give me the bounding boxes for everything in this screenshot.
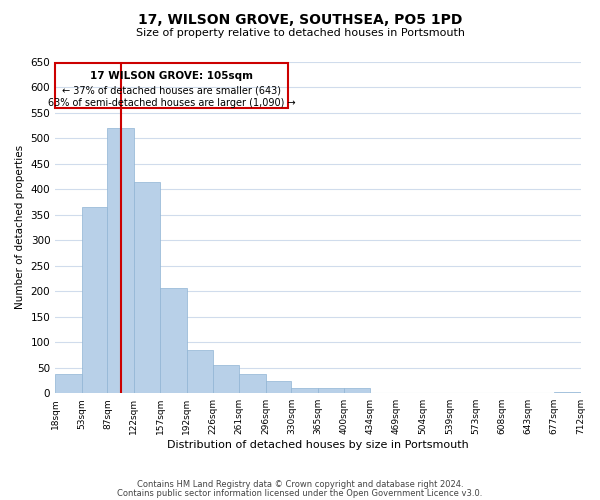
Bar [107,128,134,393]
Bar [344,388,370,393]
Bar [55,374,82,393]
Text: Size of property relative to detached houses in Portsmouth: Size of property relative to detached ho… [136,28,464,38]
Bar [292,388,318,393]
Text: 17, WILSON GROVE, SOUTHSEA, PO5 1PD: 17, WILSON GROVE, SOUTHSEA, PO5 1PD [138,12,462,26]
Text: Contains public sector information licensed under the Open Government Licence v3: Contains public sector information licen… [118,489,482,498]
Bar [160,288,187,393]
Bar [266,381,292,393]
Bar [239,374,266,393]
Text: Contains HM Land Registry data © Crown copyright and database right 2024.: Contains HM Land Registry data © Crown c… [137,480,463,489]
Bar [554,392,581,393]
Text: ← 37% of detached houses are smaller (643): ← 37% of detached houses are smaller (64… [62,86,281,96]
Bar [370,392,397,393]
Bar [134,182,160,393]
Bar [318,388,344,393]
Bar [187,350,212,393]
X-axis label: Distribution of detached houses by size in Portsmouth: Distribution of detached houses by size … [167,440,469,450]
Text: 17 WILSON GROVE: 105sqm: 17 WILSON GROVE: 105sqm [90,71,253,81]
Text: 63% of semi-detached houses are larger (1,090) →: 63% of semi-detached houses are larger (… [47,98,295,108]
Bar [212,365,239,393]
Bar [82,207,107,393]
Y-axis label: Number of detached properties: Number of detached properties [15,146,25,310]
